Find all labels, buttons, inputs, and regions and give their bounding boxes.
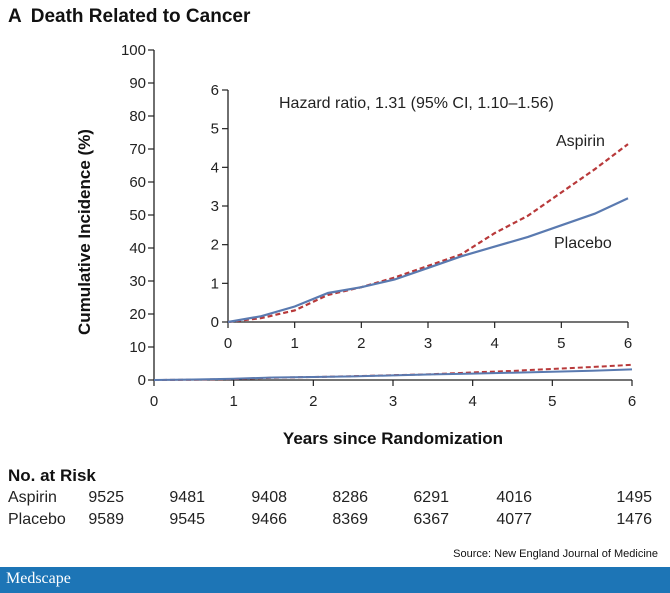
x-tick-label: 5: [548, 393, 556, 410]
y-tick-label: 10: [129, 339, 146, 356]
inset-x-tick-label: 3: [424, 335, 432, 352]
risk-cell: 6291: [413, 489, 449, 506]
y-tick-label: 80: [129, 108, 146, 125]
inset-y-tick-label: 2: [211, 237, 219, 254]
main-series: [153, 363, 633, 381]
risk-cell: 8369: [332, 511, 368, 528]
risk-cell: 9545: [169, 511, 205, 528]
risk-table: No. at Risk Aspirin 9525 9481 9408 8286 …: [8, 466, 663, 533]
y-tick-label: 60: [129, 174, 146, 191]
x-tick-label: 6: [628, 393, 636, 410]
inset-x-tick-label: 1: [290, 335, 298, 352]
panel-title: A Death Related to Cancer: [8, 6, 250, 28]
y-tick-label: 90: [129, 75, 146, 92]
risk-cell: 1476: [616, 511, 652, 528]
risk-cell: 9481: [169, 489, 205, 506]
inset-y-tick-label: 5: [211, 121, 219, 138]
y-tick-label: 50: [129, 207, 146, 224]
medscape-logo[interactable]: Medscape: [6, 570, 71, 587]
inset-series-placebo: [227, 197, 629, 324]
inset-axes: 0 1 2 3 4 5 6 0 1 2 3 4 5 6: [211, 82, 633, 352]
risk-cell: 9525: [88, 489, 124, 506]
y-tick-label: 40: [129, 240, 146, 257]
risk-row-label: Placebo: [8, 511, 66, 528]
inset-label-placebo: Placebo: [554, 235, 612, 252]
risk-cell: 9589: [88, 511, 124, 528]
footer-bar: Medscape: [0, 567, 670, 593]
risk-cell: 1495: [616, 489, 652, 506]
inset-series-aspirin: [227, 143, 629, 324]
x-tick-label: 2: [309, 393, 317, 410]
y-axis-label: Cumulative Incidence (%): [75, 129, 94, 335]
risk-row-placebo: Placebo 9589 9545 9466 8369 6367 4077 14…: [8, 511, 663, 533]
risk-row-aspirin: Aspirin 9525 9481 9408 8286 6291 4016 14…: [8, 489, 663, 511]
y-tick-label: 70: [129, 141, 146, 158]
inset-y-tick-label: 3: [211, 198, 219, 215]
inset-y-tick-label: 0: [211, 314, 219, 331]
inset-x-tick-label: 0: [224, 335, 232, 352]
inset-y-tick-label: 6: [211, 82, 219, 99]
hazard-ratio-annotation: Hazard ratio, 1.31 (95% CI, 1.10–1.56): [279, 95, 554, 112]
x-tick-label: 0: [150, 393, 158, 410]
y-tick-label: 0: [138, 372, 146, 389]
x-axis-label: Years since Randomization: [283, 429, 503, 448]
y-tick-label: 30: [129, 273, 146, 290]
inset-series: [227, 143, 629, 324]
risk-cell: 4077: [496, 511, 532, 528]
inset-x-tick-label: 4: [490, 335, 498, 352]
inset-y-tick-label: 1: [211, 275, 219, 292]
inset-x-tick-label: 5: [557, 335, 565, 352]
inset-x-tick-label: 6: [624, 335, 632, 352]
risk-cell: 6367: [413, 511, 449, 528]
panel-letter: A: [8, 6, 22, 27]
y-tick-label: 100: [121, 42, 146, 59]
panel-title-text: Death Related to Cancer: [30, 6, 251, 27]
x-tick-label: 1: [229, 393, 237, 410]
risk-table-title: No. at Risk: [8, 466, 96, 485]
y-tick-label: 20: [129, 306, 146, 323]
inset-y-tick-label: 4: [211, 159, 219, 176]
main-series-placebo: [153, 368, 633, 381]
risk-cell: 9408: [251, 489, 287, 506]
x-tick-label: 3: [389, 393, 397, 410]
risk-cell: 4016: [496, 489, 532, 506]
x-tick-label: 4: [468, 393, 476, 410]
risk-cell: 8286: [332, 489, 368, 506]
risk-row-label: Aspirin: [8, 489, 57, 506]
inset-x-tick-label: 2: [357, 335, 365, 352]
source-credit: Source: New England Journal of Medicine: [453, 548, 658, 560]
inset-label-aspirin: Aspirin: [556, 133, 605, 150]
risk-cell: 9466: [251, 511, 287, 528]
